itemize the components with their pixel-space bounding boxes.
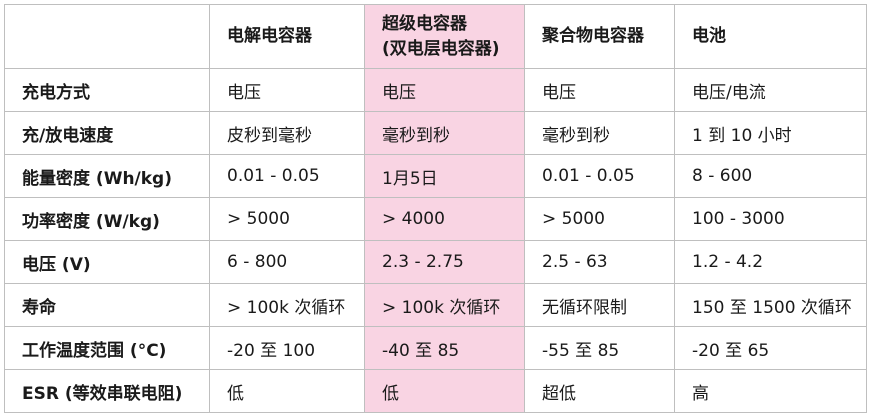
row-label: ESR (等效串联电阻) xyxy=(4,369,210,413)
row-label: 工作温度范围 (°C) xyxy=(4,326,210,370)
table-cell: 电压/电流 xyxy=(674,68,867,112)
table-cell: 电压 xyxy=(209,68,365,112)
table-cell: 电压 xyxy=(524,68,675,112)
row-label: 充电方式 xyxy=(4,68,210,112)
table-cell: 6 - 800 xyxy=(209,240,365,284)
table-cell: > 5000 xyxy=(524,197,675,241)
table-cell: 无循环限制 xyxy=(524,283,675,327)
table-cell: 低 xyxy=(209,369,365,413)
table-cell: 150 至 1500 次循环 xyxy=(674,283,867,327)
table-cell: 高 xyxy=(674,369,867,413)
table-cell: 毫秒到秒 xyxy=(364,111,525,155)
row-label: 充/放电速度 xyxy=(4,111,210,155)
table-cell: > 100k 次循环 xyxy=(364,283,525,327)
column-header-sublabel: (双电层电容器) xyxy=(382,38,500,59)
column-header-label: 电池 xyxy=(692,26,726,46)
comparison-table: 电解电容器 超级电容器 (双电层电容器) 聚合物电容器 电池 充电方式 电压 电… xyxy=(4,4,867,413)
column-header-label: 超级电容器 xyxy=(382,13,467,34)
table-row-charging-method: 充电方式 电压 电压 电压 电压/电流 xyxy=(4,68,867,112)
table-cell: 8 - 600 xyxy=(674,154,867,198)
table-row-esr: ESR (等效串联电阻) 低 低 超低 高 xyxy=(4,369,867,413)
table-cell: > 5000 xyxy=(209,197,365,241)
table-row-power-density: 功率密度 (W/kg) > 5000 > 4000 > 5000 100 - 3… xyxy=(4,197,867,241)
table-cell: -40 至 85 xyxy=(364,326,525,370)
table-cell: 0.01 - 0.05 xyxy=(524,154,675,198)
table-cell: 电压 xyxy=(364,68,525,112)
table-cell: > 4000 xyxy=(364,197,525,241)
table-cell: 0.01 - 0.05 xyxy=(209,154,365,198)
row-label: 电压 (V) xyxy=(4,240,210,284)
table-cell: -55 至 85 xyxy=(524,326,675,370)
table-cell: 1 到 10 小时 xyxy=(674,111,867,155)
column-header-polymer-capacitor: 聚合物电容器 xyxy=(524,4,675,69)
row-label: 能量密度 (Wh/kg) xyxy=(4,154,210,198)
table-cell: 2.3 - 2.75 xyxy=(364,240,525,284)
table-cell: 2.5 - 63 xyxy=(524,240,675,284)
table-row-voltage: 电压 (V) 6 - 800 2.3 - 2.75 2.5 - 63 1.2 -… xyxy=(4,240,867,284)
table-row-lifetime: 寿命 > 100k 次循环 > 100k 次循环 无循环限制 150 至 150… xyxy=(4,283,867,327)
table-cell: 1月5日 xyxy=(364,154,525,198)
column-header-battery: 电池 xyxy=(674,4,867,69)
table-cell: 超低 xyxy=(524,369,675,413)
table-cell: -20 至 65 xyxy=(674,326,867,370)
column-header-label: 聚合物电容器 xyxy=(542,26,644,46)
table-cell: 1.2 - 4.2 xyxy=(674,240,867,284)
table-row-operating-temperature: 工作温度范围 (°C) -20 至 100 -40 至 85 -55 至 85 … xyxy=(4,326,867,370)
column-header-electrolytic-capacitor: 电解电容器 xyxy=(209,4,365,69)
table-cell: 皮秒到毫秒 xyxy=(209,111,365,155)
table-cell: -20 至 100 xyxy=(209,326,365,370)
table-cell: 低 xyxy=(364,369,525,413)
column-header-supercapacitor: 超级电容器 (双电层电容器) xyxy=(364,4,525,69)
header-row: 电解电容器 超级电容器 (双电层电容器) 聚合物电容器 电池 xyxy=(4,4,867,69)
table-cell: > 100k 次循环 xyxy=(209,283,365,327)
table-cell: 100 - 3000 xyxy=(674,197,867,241)
table-cell: 毫秒到秒 xyxy=(524,111,675,155)
table-row-charge-discharge-speed: 充/放电速度 皮秒到毫秒 毫秒到秒 毫秒到秒 1 到 10 小时 xyxy=(4,111,867,155)
corner-cell xyxy=(4,4,210,69)
row-label: 寿命 xyxy=(4,283,210,327)
table-row-energy-density: 能量密度 (Wh/kg) 0.01 - 0.05 1月5日 0.01 - 0.0… xyxy=(4,154,867,198)
column-header-label: 电解电容器 xyxy=(227,26,312,46)
row-label: 功率密度 (W/kg) xyxy=(4,197,210,241)
